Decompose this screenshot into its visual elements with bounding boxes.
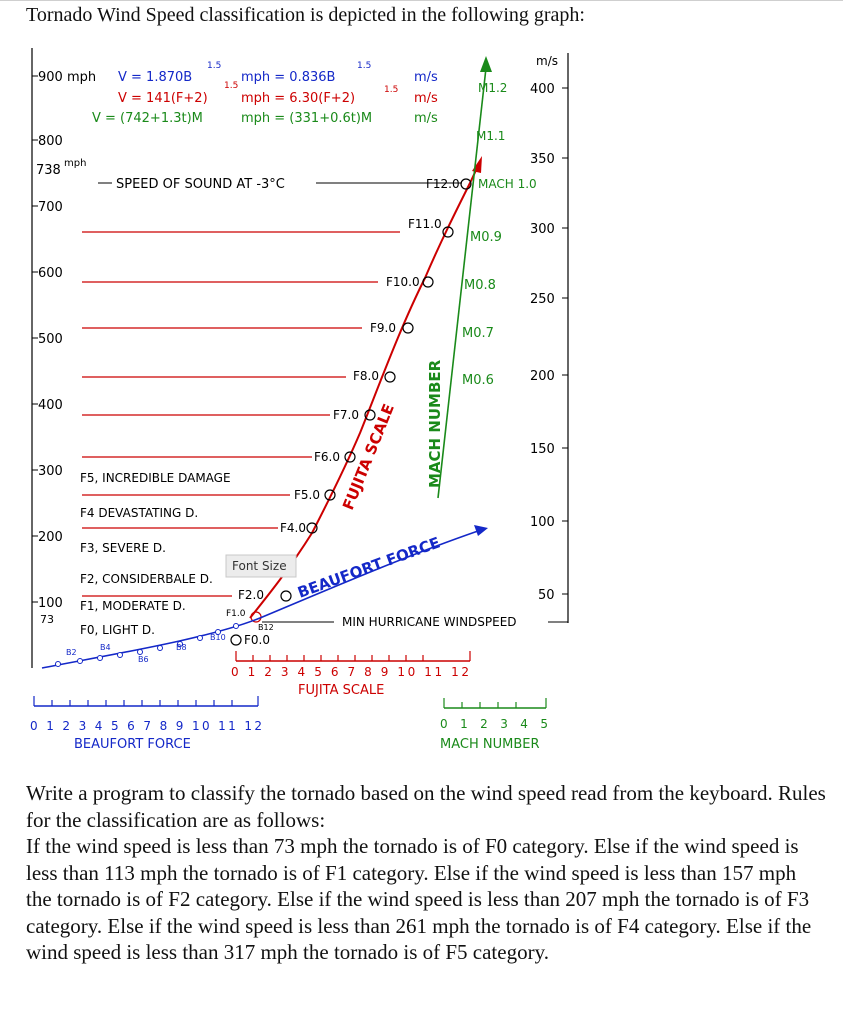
left-axis-label-700: 700 — [38, 200, 63, 215]
f-marker-1: F1.0 — [226, 609, 246, 619]
f-marker-11: F11.0 — [408, 217, 442, 231]
problem-statement: Write a program to classify the tornado … — [26, 780, 826, 966]
beaufort-force-diagonal-label: BEAUFORT FORCE — [295, 533, 442, 601]
left-axis-738-unit: mph — [64, 158, 86, 169]
f-marker-5: F5.0 — [294, 488, 320, 502]
right-axis-label-300: 300 — [530, 222, 555, 237]
right-axis-units: m/s — [536, 54, 558, 68]
left-axis-label-900: 900 mph — [38, 70, 96, 85]
mach-label-0-7: M0.7 — [462, 326, 494, 341]
mach-label-0-8: M0.8 — [464, 278, 496, 293]
left-axis-label-200: 200 — [38, 530, 63, 545]
b-marker-10: B10 — [210, 633, 226, 642]
tornado-chart: 900 mph 800 700 600 500 400 300 200 100 … — [30, 48, 569, 752]
formula-line-2-exp2: 1.5 — [384, 85, 398, 95]
left-axis-label-500: 500 — [38, 332, 63, 347]
left-axis-label-100: 100 — [38, 596, 63, 611]
left-axis-73: 73 — [40, 613, 54, 626]
formula-line-1-mid: mph = 0.836B — [241, 70, 335, 85]
right-axis-label-250: 250 — [530, 292, 555, 307]
beaufort-axis-ticks: 0 1 2 3 4 5 6 7 8 9 10 11 12 — [30, 719, 262, 733]
mach-label-1-2: M1.2 — [478, 81, 507, 95]
min-hurricane-label: MIN HURRICANE WINDSPEED — [342, 615, 517, 629]
font-size-tooltip-box — [225, 554, 297, 578]
mach-axis-ticks: 0 1 2 3 4 5 — [440, 717, 548, 731]
b-marker-8: B8 — [176, 643, 187, 652]
speed-of-sound-label: SPEED OF SOUND AT -3°C — [116, 177, 285, 192]
right-axis-label-400: 400 — [530, 82, 555, 97]
left-axis-label-300: 300 — [38, 464, 63, 479]
b-marker-12: B12 — [258, 623, 274, 632]
f-marker-4: F4.0 — [280, 521, 306, 535]
right-axis-label-150: 150 — [530, 442, 555, 457]
damage-f5: F5, INCREDIBLE DAMAGE — [80, 471, 231, 485]
formula-line-1-exp2: 1.5 — [357, 61, 371, 71]
right-axis-label-100: 100 — [530, 515, 555, 530]
problem-paragraph-2: If the wind speed is less than 73 mph th… — [26, 834, 812, 964]
formula-line-3-mid: mph = (331+0.6t)M — [241, 111, 372, 126]
formula-line-1-lhs: V = 1.870B — [118, 70, 192, 85]
font-size-tooltip-text: Font Size — [232, 559, 287, 573]
mach-axis-label: MACH NUMBER — [440, 737, 540, 752]
top-divider — [0, 0, 843, 1]
f-marker-6: F6.0 — [314, 450, 340, 464]
b-marker-2: B2 — [66, 648, 77, 657]
right-axis-label-50: 50 — [538, 588, 555, 603]
damage-f0: F0, LIGHT D. — [80, 623, 155, 637]
mach-label-0-6: M0.6 — [462, 373, 494, 388]
fujita-arrowhead — [472, 156, 482, 173]
beaufort-arrowhead — [474, 525, 488, 536]
fujita-axis-label: FUJITA SCALE — [298, 683, 384, 698]
beaufort-axis-label: BEAUFORT FORCE — [74, 737, 191, 752]
b-marker-4: B4 — [100, 643, 111, 652]
left-axis-label-600: 600 — [38, 266, 63, 281]
f-marker-10: F10.0 — [386, 275, 420, 289]
f-marker-0: F0.0 — [244, 633, 270, 647]
formula-line-3-unit: m/s — [414, 111, 438, 126]
formula-line-2-mid: mph = 6.30(F+2) — [241, 91, 355, 106]
mach-number-vertical-label: MACH NUMBER — [426, 359, 444, 488]
right-axis-label-350: 350 — [530, 152, 555, 167]
damage-f4: F4 DEVASTATING D. — [80, 506, 198, 520]
right-axis-label-200: 200 — [530, 369, 555, 384]
mach-line — [437, 67, 487, 499]
formula-line-2-exp: 1.5 — [224, 81, 238, 91]
intro-text: Tornado Wind Speed classification is dep… — [26, 4, 585, 26]
problem-paragraph-1: Write a program to classify the tornado … — [26, 781, 826, 832]
damage-f3: F3, SEVERE D. — [80, 541, 166, 555]
damage-f1: F1, MODERATE D. — [80, 599, 186, 613]
f-marker-7: F7.0 — [333, 408, 359, 422]
mach-label-0-9: M0.9 — [470, 230, 502, 245]
fujita-axis-ticks: 0 1 2 3 4 5 6 7 8 9 10 11 12 — [231, 665, 469, 679]
left-axis-738: 738 — [36, 163, 61, 178]
formula-line-1-exp: 1.5 — [207, 61, 221, 71]
formula-line-1-unit: m/s — [414, 70, 438, 85]
b-marker-6: B6 — [138, 655, 149, 664]
formula-line-3-lhs: V = (742+1.3t)M — [92, 111, 203, 126]
damage-f2: F2, CONSIDERBALE D. — [80, 572, 213, 586]
f-marker-9: F9.0 — [370, 321, 396, 335]
left-axis-label-400: 400 — [38, 398, 63, 413]
formula-line-2-unit: m/s — [414, 91, 438, 106]
left-axis-label-800: 800 — [38, 134, 63, 149]
formula-line-2-lhs: V = 141(F+2) — [118, 91, 208, 106]
f-marker-2: F2.0 — [238, 588, 264, 602]
mach-arrowhead — [480, 56, 492, 72]
f-marker-8: F8.0 — [353, 369, 379, 383]
mach-label-1-1: M1.1 — [476, 129, 505, 143]
mach-label-1-0: MACH 1.0 — [478, 177, 537, 191]
f-marker-12: F12.0 — [426, 177, 460, 191]
